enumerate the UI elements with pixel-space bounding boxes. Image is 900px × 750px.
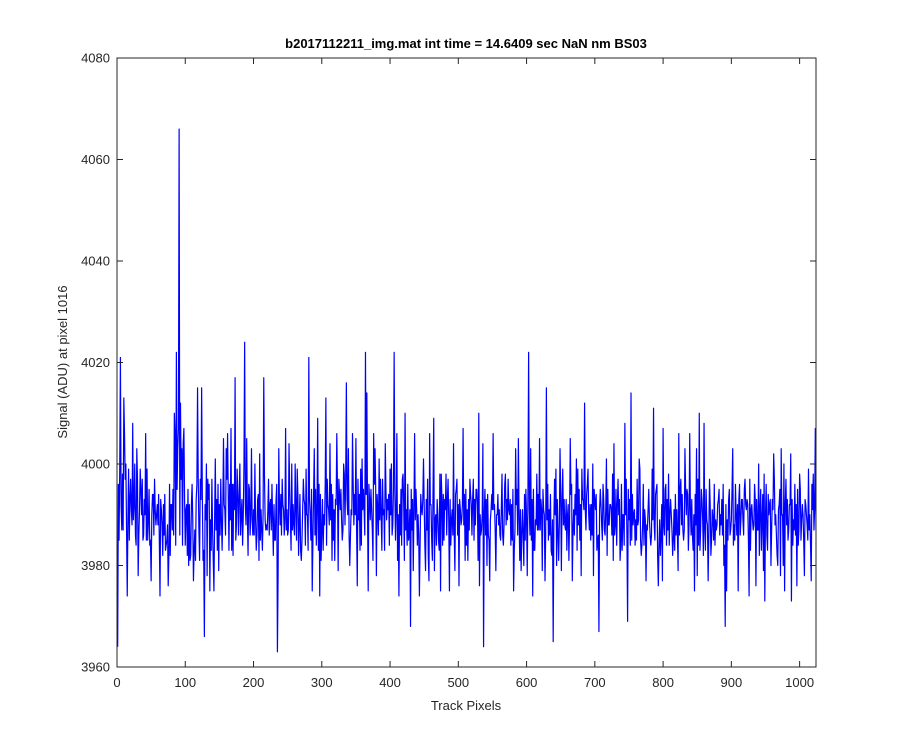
y-tick-label: 4060 xyxy=(81,152,110,167)
x-tick-label: 600 xyxy=(516,675,538,690)
y-tick-label: 4000 xyxy=(81,457,110,472)
x-tick-label: 0 xyxy=(113,675,120,690)
x-tick-label: 300 xyxy=(311,675,333,690)
x-tick-label: 900 xyxy=(721,675,743,690)
x-axis-label: Track Pixels xyxy=(431,698,502,713)
y-tick-label: 3980 xyxy=(81,558,110,573)
x-tick-label: 1000 xyxy=(785,675,814,690)
x-tick-label: 400 xyxy=(379,675,401,690)
series-line-1 xyxy=(117,128,816,653)
x-tick-label: 800 xyxy=(652,675,674,690)
y-tick-label: 3960 xyxy=(81,660,110,675)
plot-area: 0 100 200 300 400 500 600 700 800 900 1000 3960 3980… xyxy=(81,51,817,690)
x-tick-label: 100 xyxy=(174,675,196,690)
y-tick-label: 4040 xyxy=(81,254,110,269)
chart-title: b2017112211_img.mat int time = 14.6409 s… xyxy=(285,36,647,51)
x-tick-label: 500 xyxy=(447,675,469,690)
y-axis-label: Signal (ADU) at pixel 1016 xyxy=(55,285,70,438)
y-tick-label: 4080 xyxy=(81,51,110,66)
y-tick-label: 4020 xyxy=(81,355,110,370)
x-tick-label: 700 xyxy=(584,675,606,690)
x-tick-label: 200 xyxy=(243,675,265,690)
